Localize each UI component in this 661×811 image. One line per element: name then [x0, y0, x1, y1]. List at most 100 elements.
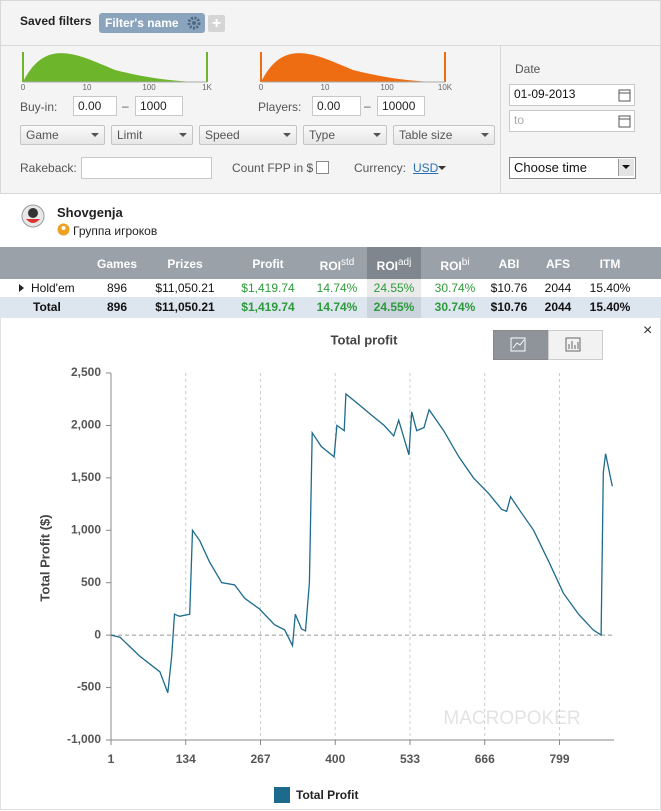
divider — [500, 45, 501, 193]
players-to-input[interactable]: 10000 — [377, 96, 425, 116]
table-cell: $1,419.74 — [241, 281, 295, 295]
chart-title: Total profit — [331, 332, 399, 347]
header-superscript: std — [341, 257, 355, 268]
header-superscript: adj — [397, 257, 412, 268]
table-cell: 15.40% — [589, 300, 631, 314]
data-line — [110, 392, 613, 694]
table-cell: 896 — [106, 300, 128, 314]
table-cell: Hold'em — [31, 281, 75, 295]
scale-label: 10K — [438, 83, 453, 92]
y-tick-label: 0 — [94, 627, 101, 641]
scale-label: 1K — [202, 83, 212, 92]
players-distribution: 0 10 100 10K — [259, 52, 453, 92]
rakeback-input[interactable] — [81, 157, 212, 179]
buyin-to-input[interactable]: 1000 — [135, 96, 183, 116]
x-tick-label: 533 — [400, 752, 420, 766]
filter-tag[interactable]: Filter's name — [99, 13, 205, 33]
y-tick-label: 500 — [81, 575, 101, 589]
calendar-icons — [618, 89, 631, 128]
table-cell: 2044 — [544, 281, 572, 295]
y-tick-label: 1,500 — [71, 470, 101, 484]
legend-label: Total Profit — [296, 788, 358, 802]
type-dropdown[interactable]: Type — [303, 125, 387, 145]
highlight-column — [367, 279, 421, 318]
scale-label: 100 — [142, 83, 156, 92]
limit-dropdown[interactable]: Limit — [111, 125, 193, 145]
date-label: Date — [515, 62, 541, 76]
line-view-button[interactable] — [493, 330, 550, 360]
column-header: Prizes — [167, 257, 202, 271]
range-separator: – — [122, 99, 129, 113]
count-fpp-checkbox[interactable] — [316, 161, 329, 174]
table-cell: 15.40% — [589, 281, 631, 295]
x-tick-label: 134 — [176, 752, 196, 766]
table-cell: $1,419.74 — [241, 300, 295, 314]
column-header: Games — [97, 257, 137, 271]
players-label: Players: — [258, 100, 302, 114]
table-cell: 30.74% — [434, 300, 476, 314]
scale-label: 0 — [259, 83, 264, 92]
watermark: MACROPOKER — [443, 708, 580, 729]
buyin-distribution: 0 10 100 1K — [21, 52, 213, 92]
count-fpp-label: Count FPP in $ — [232, 161, 314, 175]
player-name: Shovgenja — [57, 205, 123, 220]
column-header: ROIbi — [440, 257, 469, 273]
group-icon — [57, 223, 70, 236]
table-cell: 24.55% — [373, 300, 415, 314]
game-dropdown[interactable]: Game — [20, 125, 105, 145]
column-header: Profit — [252, 257, 283, 271]
buyin-from-input[interactable]: 0.00 — [73, 96, 117, 116]
view-icons — [510, 337, 581, 352]
scale-label: 100 — [380, 83, 394, 92]
players-from-input[interactable]: 0.00 — [312, 96, 361, 116]
y-tick-label: 1,000 — [71, 522, 101, 536]
header-text: Games — [96, 257, 138, 271]
legend-swatch — [274, 787, 290, 803]
saved-filters-label: Saved filters — [20, 14, 92, 28]
header-text: ABI — [498, 257, 520, 271]
player-group[interactable]: Группа игроков — [73, 224, 158, 238]
table-cell: Total — [33, 300, 61, 314]
y-tick-label: -500 — [77, 680, 101, 694]
gear-icon — [187, 16, 201, 30]
close-button[interactable]: × — [643, 322, 653, 339]
x-tick-label: 267 — [250, 752, 270, 766]
rakeback-label: Rakeback: — [20, 161, 77, 175]
table-cell: 24.55% — [373, 281, 415, 295]
table-cell: 2044 — [544, 300, 572, 314]
y-tick-label: 2,000 — [71, 418, 101, 432]
x-tick-label: 799 — [549, 752, 569, 766]
date-from-input[interactable]: 01-09-2013 — [509, 84, 635, 106]
column-header: ITM — [600, 257, 621, 271]
chart: Total profit Total Profit ($) MACROPOKER… — [37, 332, 614, 803]
scale-label: 10 — [83, 83, 92, 92]
table-cell: 896 — [106, 281, 128, 295]
header-text: Prizes — [167, 257, 203, 271]
table-cell: $10.76 — [490, 281, 528, 295]
header-superscript: bi — [461, 257, 470, 268]
table-cell: $10.76 — [490, 300, 528, 314]
x-tick-label: 400 — [325, 752, 345, 766]
x-tick-label: 666 — [475, 752, 495, 766]
add-filter-button[interactable]: + — [208, 15, 225, 32]
expand-arrow[interactable] — [19, 284, 28, 292]
scale-label: 10 — [321, 83, 330, 92]
speed-dropdown[interactable]: Speed — [199, 125, 297, 145]
time-select[interactable]: Choose time — [509, 157, 636, 179]
currency-caret — [438, 166, 446, 174]
player-avatar — [21, 204, 45, 228]
y-tick-label: -1,000 — [67, 732, 101, 746]
date-to-input[interactable]: to — [509, 110, 635, 132]
currency-link[interactable]: USD — [413, 161, 439, 175]
column-header: ROIstd — [320, 257, 355, 273]
header-text: ROI — [319, 259, 341, 273]
header-text: ITM — [599, 257, 621, 271]
table-size-dropdown[interactable]: Table size — [393, 125, 495, 145]
table-cell: $11,050.21 — [155, 300, 215, 314]
header-text: Profit — [252, 257, 284, 271]
table-cell: 30.74% — [434, 281, 476, 295]
table-header — [0, 247, 661, 279]
table-cell: $11,050.21 — [155, 281, 215, 295]
